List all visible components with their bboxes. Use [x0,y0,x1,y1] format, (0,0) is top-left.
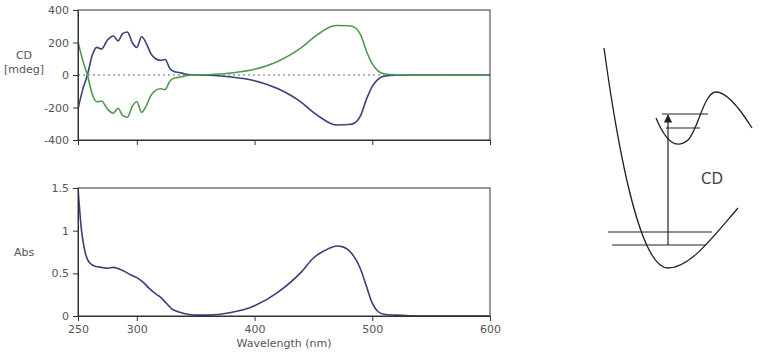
x-axis: 250 300 400 500 600 [68,316,501,336]
x-tick [78,140,79,145]
y-tick-mark [73,231,78,232]
y-tick: 400 [48,4,78,17]
y-tick: 0 [62,310,78,323]
x-tick-mark [255,316,256,321]
x-tick-label: 400 [245,323,266,336]
y-tick-label: -400 [44,134,69,147]
x-tick: 250 [68,316,89,336]
vibrational-level [612,244,706,245]
y-axis-title: Abs [14,246,35,259]
x-tick-mark [255,140,256,145]
y-tick: 0 [62,69,78,82]
diagram-label: CD [701,170,723,188]
x-tick-mark [372,140,373,145]
y-tick-label: 0.5 [52,267,70,280]
y-tick-mark [73,75,78,76]
vibrational-level [662,113,708,114]
x-tick-label: 600 [480,323,501,336]
plot-area [78,188,490,316]
y-tick: 0.5 [52,267,79,280]
x-tick-mark [372,316,373,321]
transition-arrow [667,115,668,245]
y-tick-label: 1 [62,225,69,238]
excited-state-curve [656,92,752,144]
x-tick-label: 500 [362,323,383,336]
x-tick: 500 [362,316,383,336]
x-tick: 300 [127,316,148,336]
vibrational-level [666,127,700,128]
x-tick: 600 [480,316,501,336]
y-tick: 1.5 [52,182,79,195]
x-tick [372,140,373,145]
energy-diagram: CD [604,48,752,268]
x-tick [255,140,256,145]
x-tick-mark [490,316,491,321]
y-tick-mark [73,108,78,109]
y-tick-label: -200 [44,102,69,115]
x-tick-label: 300 [127,323,148,336]
y-tick: 1 [62,225,78,238]
y-axis: -400 -200 0 200 400 [44,4,78,147]
plot-area [78,25,490,125]
x-tick: 400 [245,316,266,336]
x-tick-mark [490,140,491,145]
vibrational-level [608,231,712,232]
y-tick-mark [73,140,78,141]
y-tick-mark [73,188,78,189]
y-axis-title: CD[mdeg] [4,49,44,76]
plot-frame [78,188,490,316]
y-tick-mark [73,10,78,11]
y-tick-mark [73,273,78,274]
x-axis [79,140,491,145]
y-tick-label: 0 [62,69,69,82]
data-line [78,25,490,117]
y-tick: -200 [44,102,78,115]
x-tick [137,140,138,145]
plot-frame [78,10,490,140]
x-tick-mark [137,140,138,145]
y-tick-label: 0 [62,310,69,323]
data-line [78,188,490,316]
x-tick [490,140,491,145]
y-tick-mark [73,43,78,44]
x-axis-title: Wavelength (nm) [236,337,331,350]
x-tick-mark [78,140,79,145]
x-tick-mark [78,316,79,321]
y-tick: -400 [44,134,78,147]
figure: -400-2000200400CD[mdeg]25030040050060000… [0,0,768,356]
y-tick-label: 1.5 [52,182,70,195]
y-axis: 0 0.5 1 1.5 [52,182,79,323]
y-tick-label: 400 [48,4,69,17]
ground-state-curve [604,48,738,268]
y-tick-label: 200 [48,37,69,50]
y-tick-mark [73,316,78,317]
x-tick-mark [137,316,138,321]
x-tick-label: 250 [68,323,89,336]
y-tick: 200 [48,37,78,50]
